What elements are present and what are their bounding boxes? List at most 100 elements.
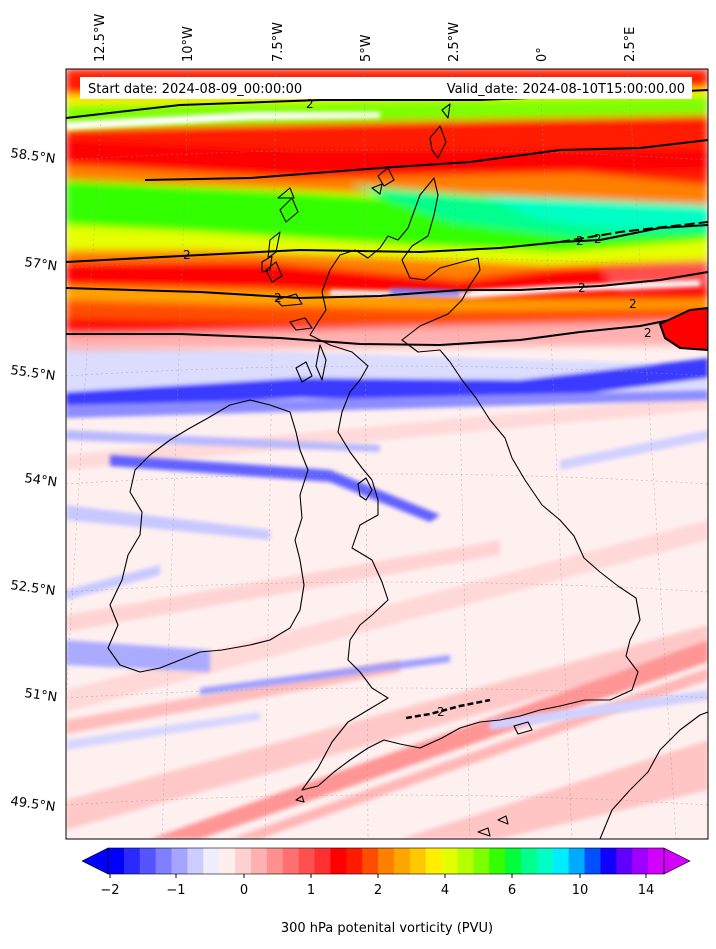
orkney-coast bbox=[371, 167, 395, 195]
colorbar-cell bbox=[314, 848, 331, 874]
lat-label: 51°N bbox=[23, 686, 58, 705]
colorbar-tick-label: −2 bbox=[100, 883, 119, 898]
colorbar-cell bbox=[441, 848, 458, 874]
lat-label: 58.5°N bbox=[9, 146, 56, 167]
valid-date-label: Valid_date: 2024-08-10T15:00:00.00 bbox=[447, 82, 685, 97]
colorbar: −2 −1 0 1 2 4 6 10 14 300 hPa potenital … bbox=[81, 847, 691, 936]
latitude-labels: 58.5°N 57°N 55.5°N 54°N 52.5°N 51°N 49.5… bbox=[9, 146, 58, 815]
colorbar-cell bbox=[600, 848, 617, 874]
longitude-labels: 12.5°W 10°W 7.5°W 5°W 2.5°W 0° 2.5°E bbox=[93, 14, 638, 62]
lat-label: 55.5°N bbox=[9, 363, 56, 384]
contour-label: 2 bbox=[576, 234, 584, 248]
colorbar-cell bbox=[298, 848, 316, 874]
colorbar-tick-label: 10 bbox=[572, 883, 589, 898]
colorbar-cell bbox=[123, 848, 141, 874]
colorbar-ticks bbox=[109, 874, 647, 878]
colorbar-cell bbox=[616, 848, 633, 874]
start-date-label: Start date: 2024-08-09_00:00:00 bbox=[88, 82, 302, 97]
colorbar-tick-label: 4 bbox=[441, 883, 449, 898]
graticule bbox=[66, 69, 708, 839]
colorbar-cell bbox=[203, 848, 220, 874]
contour-label: 2 bbox=[274, 291, 282, 305]
colorbar-tick-label: 0 bbox=[240, 883, 248, 898]
colorbar-cell bbox=[584, 848, 601, 874]
pv-contour-56n-north bbox=[66, 271, 708, 299]
date-info-bar: Start date: 2024-08-09_00:00:00 Valid_da… bbox=[80, 77, 692, 99]
contour-label: 2 bbox=[594, 232, 602, 246]
colorbar-cell bbox=[266, 848, 284, 874]
colorbar-cell bbox=[187, 848, 204, 874]
lat-label: 52.5°N bbox=[9, 578, 56, 599]
colorbar-frame bbox=[107, 847, 665, 875]
lat-label: 54°N bbox=[23, 471, 58, 490]
colorbar-cell bbox=[425, 848, 443, 874]
pv-contour-56n-south bbox=[66, 313, 708, 346]
colorbar-cell bbox=[473, 848, 490, 874]
colorbar-title: 300 hPa potenital vorticity (PVU) bbox=[281, 921, 493, 936]
contour-labels: 2 2 2 2 2 2 2 2 2 bbox=[183, 97, 652, 719]
colorbar-cell bbox=[505, 848, 522, 874]
pv-contour-closed-east bbox=[659, 307, 708, 351]
colorbar-cell bbox=[632, 848, 649, 874]
pv-contour-57n bbox=[66, 224, 708, 263]
colorbar-cell bbox=[108, 848, 125, 874]
lon-label: 7.5°W bbox=[271, 22, 286, 62]
france-coast bbox=[599, 711, 708, 839]
ireland-coast bbox=[107, 399, 309, 673]
pv-contour-mid-north bbox=[144, 139, 708, 181]
pv-contour-dash-east bbox=[559, 221, 708, 243]
colorbar-tick-label: 1 bbox=[307, 883, 315, 898]
lat-label: 49.5°N bbox=[9, 794, 56, 815]
colorbar-tick-label: −1 bbox=[166, 883, 185, 898]
colorbar-cell bbox=[521, 848, 538, 874]
map-panel bbox=[66, 69, 708, 839]
scilly-coast bbox=[295, 795, 305, 803]
contour-label: 2 bbox=[437, 705, 445, 719]
colorbar-cell bbox=[648, 848, 665, 874]
hebrides-inner bbox=[265, 261, 327, 383]
great-britain-coast bbox=[301, 177, 641, 791]
colorbar-cell bbox=[155, 848, 173, 874]
contour-label: 2 bbox=[306, 97, 314, 111]
colorbar-tick-label: 2 bbox=[374, 883, 382, 898]
colorbar-cell bbox=[250, 848, 268, 874]
colorbar-cell bbox=[139, 848, 157, 874]
colorbar-cells bbox=[108, 848, 665, 874]
colorbar-cell bbox=[378, 848, 395, 874]
isle-of-wight-coast bbox=[513, 721, 533, 735]
colorbar-tick-label: 6 bbox=[508, 883, 516, 898]
colorbar-cell bbox=[171, 848, 188, 874]
lon-label: 0° bbox=[535, 47, 550, 62]
channel-islands-coast bbox=[477, 815, 509, 837]
lon-label: 2.5°E bbox=[623, 27, 638, 62]
pv-negative-streaks bbox=[66, 345, 708, 750]
contour-label: 2 bbox=[183, 248, 191, 262]
colorbar-cell bbox=[568, 848, 586, 874]
colorbar-min-arrow bbox=[81, 847, 109, 875]
colorbar-tick-label: 14 bbox=[638, 883, 655, 898]
colorbar-cell bbox=[346, 848, 363, 874]
map-frame bbox=[65, 68, 709, 840]
colorbar-cell bbox=[235, 848, 252, 874]
lat-label: 57°N bbox=[23, 255, 58, 274]
contour-label: 2 bbox=[644, 326, 652, 340]
contour-label: 2 bbox=[629, 297, 637, 311]
shetland-coast bbox=[429, 103, 451, 159]
colorbar-max-arrow bbox=[663, 847, 691, 875]
colorbar-cell bbox=[282, 848, 300, 874]
colorbar-cell bbox=[536, 848, 554, 874]
lon-label: 10°W bbox=[181, 26, 196, 62]
lon-label: 5°W bbox=[359, 34, 374, 62]
pv-contour-channel bbox=[405, 698, 491, 720]
colorbar-cell bbox=[409, 848, 427, 874]
date-info-background bbox=[80, 77, 692, 99]
contour-label: 2 bbox=[578, 281, 586, 295]
lon-label: 2.5°W bbox=[447, 22, 462, 62]
lon-label: 12.5°W bbox=[93, 14, 108, 62]
colorbar-cell bbox=[552, 848, 570, 874]
colorbar-cell bbox=[330, 848, 347, 874]
pv-2-contours bbox=[66, 89, 708, 720]
colorbar-cell bbox=[489, 848, 506, 874]
colorbar-cell bbox=[393, 848, 411, 874]
